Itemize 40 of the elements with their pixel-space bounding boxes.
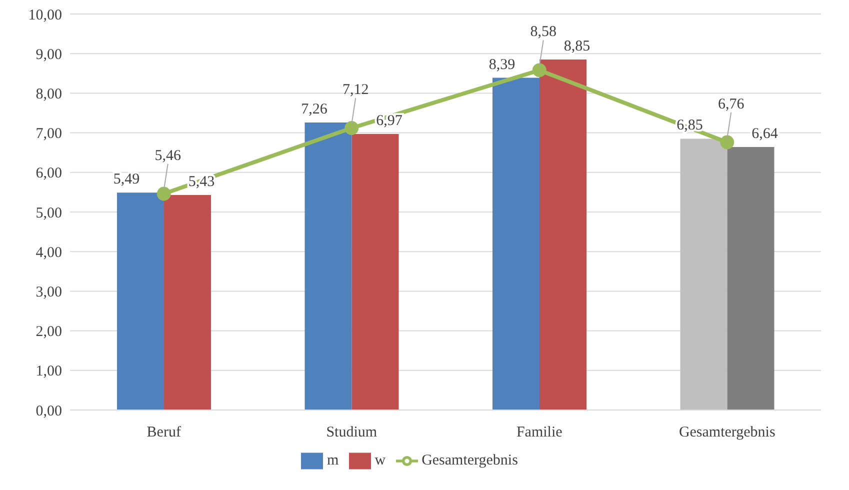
y-tick-label: 8,00 [36, 86, 62, 103]
y-tick-label: 4,00 [36, 244, 62, 261]
y-tick-label: 5,00 [36, 205, 62, 222]
data-label: 6,97 [376, 112, 403, 129]
x-tick-label: Studium [326, 424, 378, 441]
data-label: 7,26 [301, 102, 328, 118]
legend-label: Gesamtergebnis [422, 452, 518, 468]
y-tick-label: 6,00 [36, 166, 62, 182]
data-label: 5,49 [113, 172, 140, 188]
data-label: 8,85 [564, 38, 590, 55]
y-tick-label: 10,00 [28, 7, 62, 24]
bar [304, 122, 352, 410]
bar [492, 78, 540, 410]
point [344, 121, 359, 136]
point [532, 63, 546, 78]
y-tick-label: 1,00 [36, 364, 62, 380]
x-tick-label: Familie [516, 424, 563, 441]
data-label: 8,39 [488, 56, 516, 73]
data-label: 6,76 [718, 96, 745, 112]
data-label: 6,64 [752, 126, 778, 142]
bar [727, 147, 774, 410]
y-tick-label: 7,00 [36, 126, 62, 142]
x-tick-label: Gesamtergebnis [678, 424, 776, 441]
y-tick-label: 0,00 [36, 403, 62, 420]
point [156, 186, 171, 201]
y-tick-label: 9,00 [36, 46, 62, 63]
legend-label: m [327, 452, 339, 468]
bar [540, 60, 586, 410]
data-label: 7,12 [342, 82, 369, 98]
bar [680, 138, 728, 410]
point [720, 135, 734, 150]
y-tick-label: 2,00 [36, 324, 62, 340]
data-label: 8,58 [530, 24, 556, 40]
x-tick-label: Beruf [146, 424, 181, 441]
legend-label: w [374, 452, 386, 468]
data-label: 5,46 [154, 148, 182, 164]
y-tick-label: 3,00 [36, 284, 62, 301]
bar [352, 134, 399, 410]
bar [164, 194, 211, 410]
bar [117, 192, 164, 410]
